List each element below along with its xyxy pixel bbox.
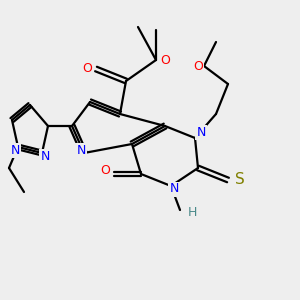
Text: N: N (76, 143, 86, 157)
Text: N: N (196, 125, 206, 139)
Text: N: N (40, 149, 50, 163)
Text: N: N (169, 182, 179, 196)
Text: O: O (160, 53, 170, 67)
Text: H: H (187, 206, 197, 220)
Text: O: O (193, 59, 203, 73)
Text: O: O (82, 62, 92, 76)
Text: S: S (235, 172, 245, 188)
Text: N: N (10, 143, 20, 157)
Text: O: O (100, 164, 110, 178)
